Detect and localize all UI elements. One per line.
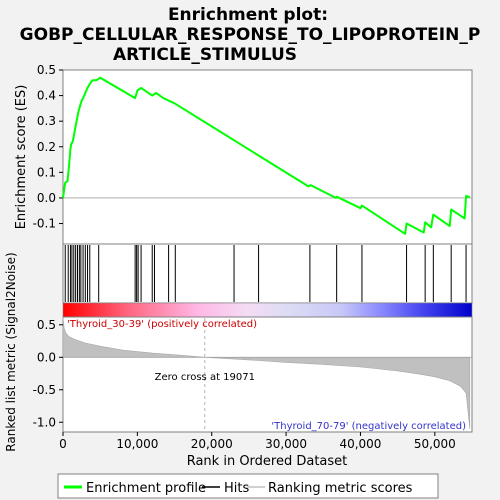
es-y-tick-label: 0.1 <box>37 165 56 179</box>
zero-cross-label: Zero cross at 19071 <box>155 372 255 383</box>
x-tick-label: 50,000 <box>414 437 456 451</box>
x-tick-label: 30,000 <box>265 437 307 451</box>
metric-y-axis-label: Ranked list metric (Signal2Noise) <box>4 252 18 451</box>
es-y-axis-ticks: -0.1 0.0 0.1 0.2 0.3 0.4 0.5 <box>33 63 63 231</box>
x-axis-ticks: 0 10,000 20,000 30,000 40,000 50,000 <box>59 432 456 451</box>
es-y-tick-label: -0.1 <box>33 217 56 231</box>
es-y-tick-label: 0.5 <box>37 63 56 77</box>
chart-title-line-2: GOBP_CELLULAR_RESPONSE_TO_LIPOPROTEIN_P <box>20 25 481 45</box>
metric-panel-frame <box>62 316 473 433</box>
metric-y-tick-label: -1.0 <box>33 415 56 429</box>
x-tick-label: 10,000 <box>116 437 158 451</box>
es-panel-frame <box>62 69 473 245</box>
metric-y-tick-label: 0.0 <box>37 350 56 364</box>
es-y-tick-label: 0.2 <box>37 140 56 154</box>
chart-title-line-3: ARTICLE_STIMULUS <box>113 45 297 65</box>
rank-color-bar <box>62 302 473 318</box>
enrichment-profile-line <box>62 76 471 235</box>
x-tick-label: 40,000 <box>339 437 381 451</box>
negative-group-label: 'Thyroid_70-79' (negatively correlated) <box>271 421 466 432</box>
hits-panel-frame <box>62 243 473 304</box>
x-tick-label: 0 <box>59 437 67 451</box>
es-y-axis-label: Enrichment score (ES) <box>14 85 29 230</box>
metric-y-tick-label: 0.5 <box>37 318 56 332</box>
positive-group-label: 'Thyroid_30-39' (positively correlated) <box>67 319 257 330</box>
es-y-tick-label: 0.4 <box>37 89 56 103</box>
es-y-tick-label: 0.0 <box>37 191 56 205</box>
x-axis-label: Rank in Ordered Dataset <box>187 454 348 469</box>
metric-y-axis-ticks: -1.0 -0.5 0.0 0.5 <box>33 318 63 429</box>
legend-ranking-metric-label: Ranking metric scores <box>268 481 413 496</box>
chart-title-line-1: Enrichment plot: <box>168 5 328 25</box>
legend-hits-label: Hits <box>224 481 249 496</box>
metric-y-tick-label: -0.5 <box>33 383 56 397</box>
legend-enrichment-profile-label: Enrichment profile <box>86 481 206 496</box>
es-y-tick-label: 0.3 <box>37 114 56 128</box>
x-tick-label: 20,000 <box>191 437 233 451</box>
hits-marks <box>64 245 467 302</box>
legend-box <box>57 473 439 499</box>
ranking-metric-area <box>62 316 471 429</box>
